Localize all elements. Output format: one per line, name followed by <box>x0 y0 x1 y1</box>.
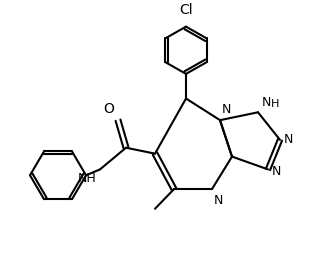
Text: H: H <box>271 99 279 109</box>
Text: N: N <box>284 133 293 146</box>
Text: N: N <box>214 194 223 207</box>
Text: NH: NH <box>78 172 97 185</box>
Text: Cl: Cl <box>179 3 193 17</box>
Text: N: N <box>272 165 281 178</box>
Text: N: N <box>222 103 231 116</box>
Text: N: N <box>262 96 271 109</box>
Text: O: O <box>103 102 114 116</box>
